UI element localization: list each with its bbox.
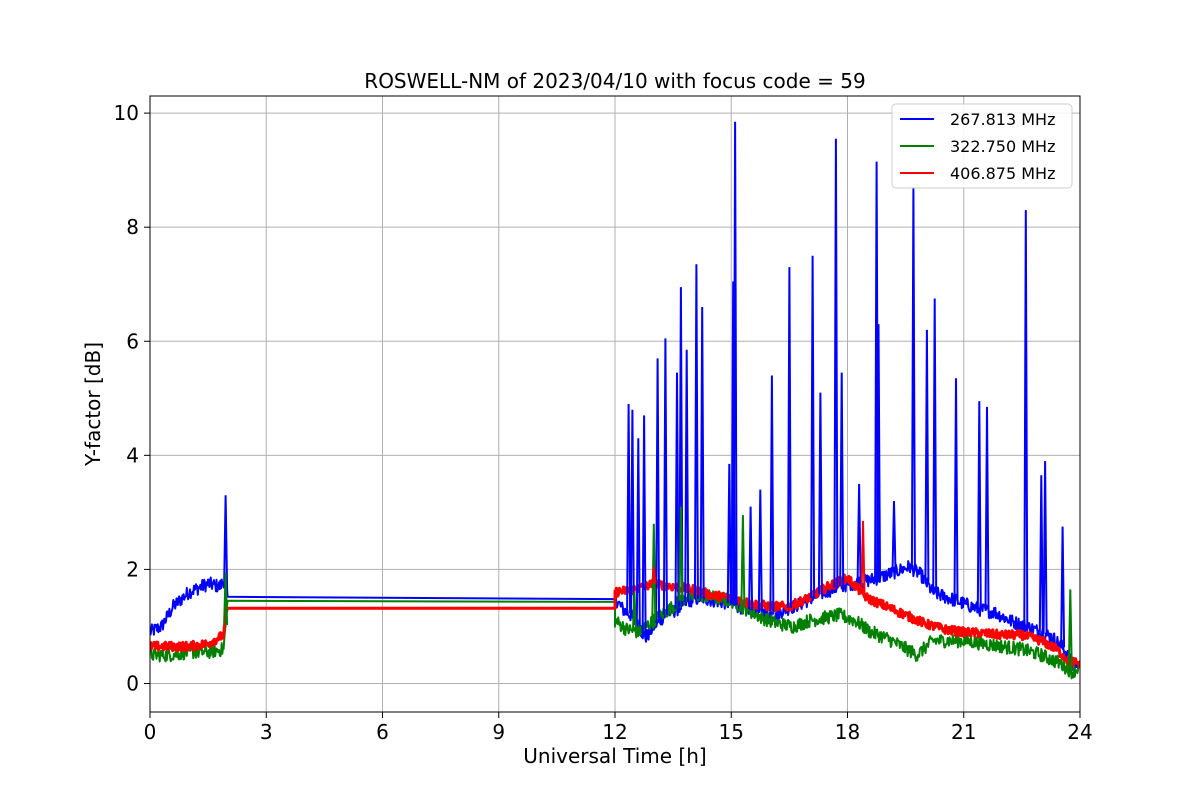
y-axis: 0 2 4 6 8 10 (114, 101, 150, 695)
spike-mark (684, 349, 690, 603)
spike-mark (786, 267, 792, 608)
spike-mark (817, 392, 823, 595)
x-tick-label: 18 (835, 720, 860, 744)
spike-mark (976, 401, 982, 610)
spike-mark (740, 515, 746, 608)
spike-mark (635, 438, 641, 627)
spike-mark (699, 306, 705, 599)
chart-title: ROSWELL-NM of 2023/04/10 with focus code… (364, 69, 865, 93)
y-tick-label: 8 (126, 215, 139, 239)
spike-mark (1067, 589, 1073, 671)
spike-mark (693, 264, 699, 599)
spike-mark (223, 495, 229, 588)
x-axis: 0 3 6 9 12 15 18 21 24 (144, 712, 1093, 744)
y-tick-label: 0 (126, 671, 139, 695)
spike-mark (769, 375, 775, 615)
spike-mark (984, 406, 990, 611)
spike-mark (641, 415, 647, 636)
series-layer (150, 121, 1080, 680)
x-tick-label: 0 (144, 720, 157, 744)
spike-mark (876, 324, 881, 579)
spike-mark (662, 338, 668, 616)
legend: 267.813 MHz 322.750 MHz 406.875 MHz (891, 103, 1073, 189)
x-tick-label: 6 (376, 720, 389, 744)
x-tick-label: 3 (260, 720, 273, 744)
spike-mark (651, 523, 657, 621)
grid-lines (149, 96, 1081, 712)
spike-mark (626, 403, 632, 614)
spike-mark (757, 489, 763, 612)
spike-mark (748, 506, 754, 610)
spike-mark (932, 298, 938, 593)
legend-label: 322.750 MHz (950, 137, 1055, 156)
spike-mark (833, 138, 839, 588)
x-tick-label: 24 (1067, 720, 1092, 744)
spike-mark (674, 372, 680, 610)
spike-mark (1042, 460, 1048, 635)
spike-mark (1023, 210, 1029, 627)
plot-area (149, 95, 1081, 713)
y-tick-label: 6 (126, 329, 139, 353)
x-tick-label: 21 (951, 720, 976, 744)
spike-mark (953, 378, 959, 601)
x-axis-title: Universal Time [h] (523, 744, 706, 768)
spike-mark (856, 483, 862, 583)
spike-mark (1060, 526, 1066, 648)
spike-mark (1038, 475, 1044, 633)
legend-box (891, 103, 1073, 189)
spike-mark (655, 358, 661, 623)
series-line-2 (150, 589, 1080, 680)
spike-mark (839, 372, 845, 587)
spike-mark (891, 500, 897, 573)
x-tick-label: 9 (492, 720, 505, 744)
spike-mark (223, 572, 229, 626)
x-tick-label: 15 (719, 720, 744, 744)
spike-mark (678, 287, 684, 607)
y-tick-label: 2 (126, 557, 139, 581)
spike-mark (678, 506, 684, 601)
spike-mark (860, 520, 866, 594)
spike-mark (651, 566, 657, 584)
spike-mark (629, 409, 635, 618)
y-axis-title: Y-factor [dB] (81, 342, 105, 467)
legend-label: 267.813 MHz (950, 110, 1055, 129)
spike-mark (631, 592, 637, 632)
x-tick-label: 12 (602, 720, 627, 744)
legend-label: 406.875 MHz (950, 164, 1055, 183)
spike-mark (810, 255, 816, 598)
spike-mark (732, 121, 738, 606)
spike-mark (726, 463, 732, 604)
y-tick-label: 10 (114, 101, 139, 125)
spike-mark (924, 329, 930, 584)
y-tick-label: 4 (126, 443, 139, 467)
